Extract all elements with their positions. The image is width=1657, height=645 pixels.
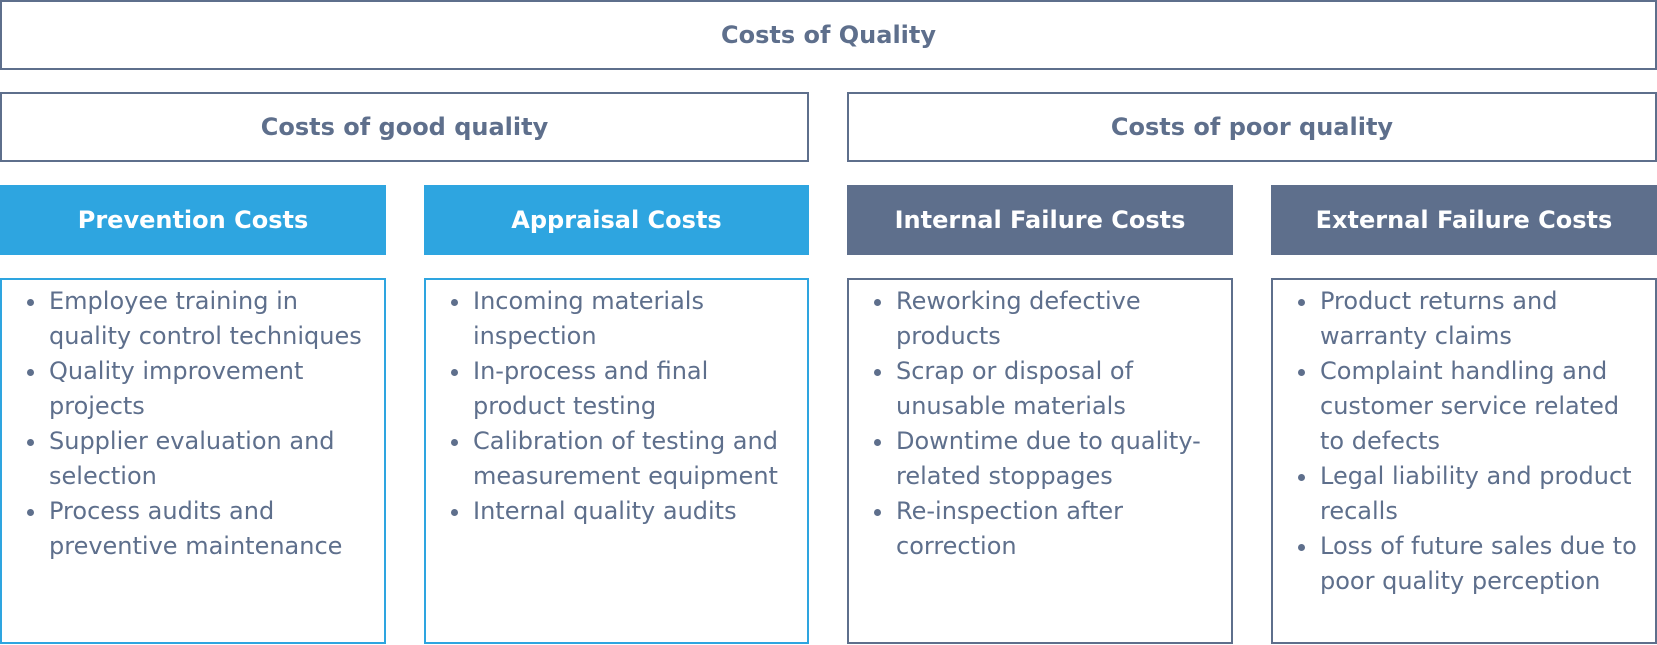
list-item: In-process and final product testing bbox=[451, 354, 801, 424]
internal-failure-costs-list-box: Reworking defective products Scrap or di… bbox=[847, 278, 1233, 644]
list-item: Internal quality audits bbox=[451, 494, 801, 529]
list-item: Process audits and preventive maintenanc… bbox=[27, 494, 378, 564]
list-item: Supplier evaluation and selection bbox=[27, 424, 378, 494]
group-poor-quality-box: Costs of poor quality bbox=[847, 92, 1657, 162]
appraisal-costs-list-box: Incoming materials inspection In-process… bbox=[424, 278, 809, 644]
diagram-title: Costs of Quality bbox=[720, 21, 937, 49]
list-item: Reworking defective products bbox=[874, 284, 1225, 354]
diagram-title-box: Costs of Quality bbox=[0, 0, 1657, 70]
group-good-quality-label: Costs of good quality bbox=[260, 113, 549, 141]
external-failure-costs-list-box: Product returns and warranty claims Comp… bbox=[1271, 278, 1657, 644]
appraisal-costs-list: Incoming materials inspection In-process… bbox=[426, 284, 801, 529]
list-item: Calibration of testing and measurement e… bbox=[451, 424, 801, 494]
prevention-costs-label: Prevention Costs bbox=[77, 206, 309, 234]
group-poor-quality-label: Costs of poor quality bbox=[1110, 113, 1394, 141]
prevention-costs-list: Employee training in quality control tec… bbox=[2, 284, 378, 564]
prevention-costs-list-box: Employee training in quality control tec… bbox=[0, 278, 386, 644]
prevention-costs-header: Prevention Costs bbox=[0, 185, 386, 255]
list-item: Product returns and warranty claims bbox=[1298, 284, 1649, 354]
internal-failure-costs-label: Internal Failure Costs bbox=[894, 206, 1186, 234]
list-item: Incoming materials inspection bbox=[451, 284, 801, 354]
group-good-quality-box: Costs of good quality bbox=[0, 92, 809, 162]
external-failure-costs-label: External Failure Costs bbox=[1315, 206, 1613, 234]
list-item: Scrap or disposal of unusable materials bbox=[874, 354, 1225, 424]
list-item: Loss of future sales due to poor quality… bbox=[1298, 529, 1649, 599]
appraisal-costs-label: Appraisal Costs bbox=[511, 206, 722, 234]
internal-failure-costs-header: Internal Failure Costs bbox=[847, 185, 1233, 255]
list-item: Legal liability and product recalls bbox=[1298, 459, 1649, 529]
list-item: Downtime due to quality-related stoppage… bbox=[874, 424, 1225, 494]
list-item: Re-inspection after correction bbox=[874, 494, 1225, 564]
internal-failure-costs-list: Reworking defective products Scrap or di… bbox=[849, 284, 1225, 564]
appraisal-costs-header: Appraisal Costs bbox=[424, 185, 809, 255]
external-failure-costs-list: Product returns and warranty claims Comp… bbox=[1273, 284, 1649, 599]
list-item: Quality improvement projects bbox=[27, 354, 378, 424]
external-failure-costs-header: External Failure Costs bbox=[1271, 185, 1657, 255]
list-item: Complaint handling and customer service … bbox=[1298, 354, 1649, 459]
list-item: Employee training in quality control tec… bbox=[27, 284, 378, 354]
